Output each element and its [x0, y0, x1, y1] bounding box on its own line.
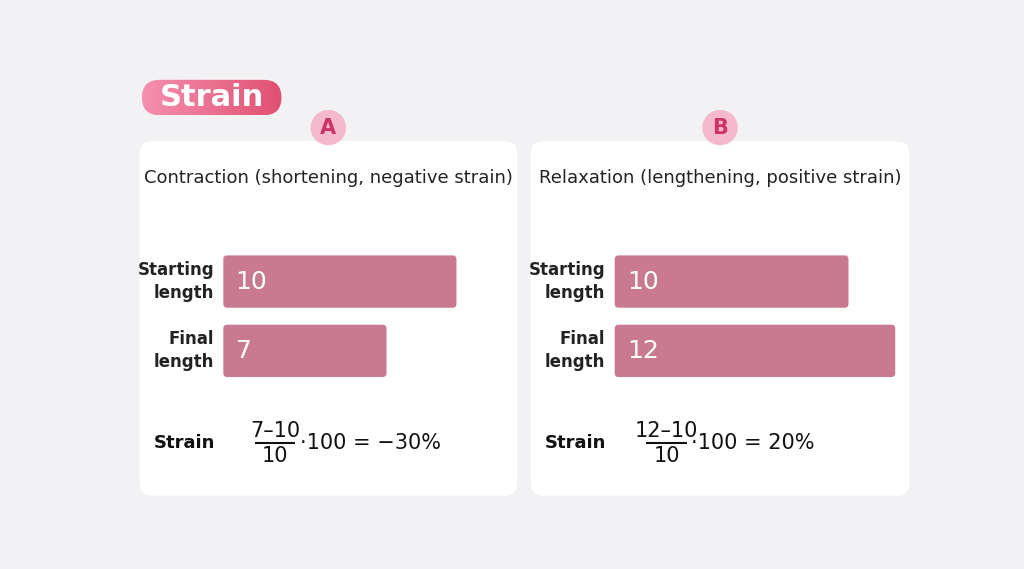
FancyBboxPatch shape — [531, 142, 909, 496]
Text: Strain: Strain — [154, 434, 215, 452]
FancyBboxPatch shape — [614, 255, 849, 308]
Text: Strain: Strain — [160, 83, 264, 112]
Text: B: B — [712, 118, 728, 138]
Text: 7: 7 — [236, 339, 252, 363]
FancyBboxPatch shape — [223, 255, 457, 308]
Text: Strain: Strain — [545, 434, 606, 452]
Text: A: A — [321, 118, 337, 138]
FancyBboxPatch shape — [223, 325, 386, 377]
FancyBboxPatch shape — [139, 142, 517, 496]
Text: Starting
length: Starting length — [137, 261, 214, 302]
Text: ·100 = −30%: ·100 = −30% — [300, 433, 441, 453]
Text: 10: 10 — [627, 270, 658, 294]
Text: ·100 = 20%: ·100 = 20% — [691, 433, 815, 453]
Text: 10: 10 — [236, 270, 267, 294]
Circle shape — [703, 110, 737, 145]
Text: 12: 12 — [627, 339, 659, 363]
Text: 10: 10 — [262, 446, 289, 465]
Text: 7–10: 7–10 — [250, 421, 300, 441]
Text: Starting
length: Starting length — [528, 261, 605, 302]
FancyBboxPatch shape — [614, 325, 895, 377]
Text: Final
length: Final length — [545, 331, 605, 372]
Text: 10: 10 — [653, 446, 680, 465]
Text: Contraction (shortening, negative strain): Contraction (shortening, negative strain… — [144, 170, 513, 187]
Circle shape — [311, 110, 345, 145]
Text: Final
length: Final length — [154, 331, 214, 372]
Text: 12–10: 12–10 — [635, 421, 698, 441]
Text: Relaxation (lengthening, positive strain): Relaxation (lengthening, positive strain… — [539, 170, 901, 187]
